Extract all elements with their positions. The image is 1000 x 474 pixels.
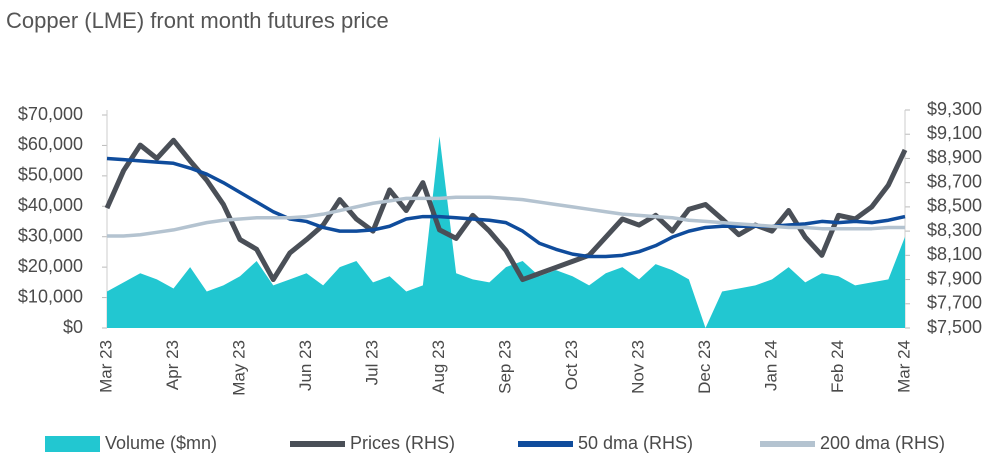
x-tick-label: Oct 23	[562, 340, 581, 390]
y2-tick-label: $8,300	[927, 220, 982, 240]
x-tick-label: Feb 24	[828, 340, 847, 393]
y-tick-label: $50,000	[18, 165, 83, 185]
y2-tick-label: $8,700	[927, 171, 982, 191]
y2-tick-label: $8,500	[927, 196, 982, 216]
y2-tick-label: $7,700	[927, 293, 982, 313]
legend-label: 50 dma (RHS)	[578, 433, 693, 453]
y2-tick-label: $7,500	[927, 317, 982, 337]
y-tick-label: $40,000	[18, 195, 83, 215]
y-tick-label: $10,000	[18, 286, 83, 306]
x-tick-label: Mar 24	[894, 340, 913, 393]
y-tick-label: $20,000	[18, 256, 83, 276]
x-tick-label: Apr 23	[163, 340, 182, 390]
volume-area	[107, 136, 905, 328]
y2-tick-label: $7,900	[927, 268, 982, 288]
legend-swatch	[45, 436, 100, 452]
x-tick-label: Jun 23	[296, 340, 315, 391]
chart-title: Copper (LME) front month futures price	[6, 8, 389, 33]
y2-tick-label: $8,100	[927, 244, 982, 264]
y2-tick-label: $8,900	[927, 147, 982, 167]
x-tick-label: Dec 23	[695, 340, 714, 394]
x-tick-label: Nov 23	[628, 340, 647, 394]
x-tick-label: Jan 24	[761, 340, 780, 391]
y2-tick-label: $9,300	[927, 99, 982, 119]
series-line	[107, 195, 905, 238]
x-tick-label: Mar 23	[96, 340, 115, 393]
y2-tick-label: $9,100	[927, 123, 982, 143]
y-tick-label: $30,000	[18, 225, 83, 245]
x-tick-label: Aug 23	[429, 340, 448, 394]
legend-label: Volume ($mn)	[105, 433, 217, 453]
legend-label: Prices (RHS)	[350, 433, 455, 453]
x-tick-label: Sep 23	[495, 340, 514, 394]
y-tick-label: $70,000	[18, 104, 83, 124]
y-tick-label: $60,000	[18, 134, 83, 154]
x-tick-label: Jul 23	[362, 340, 381, 385]
legend-label: 200 dma (RHS)	[820, 433, 945, 453]
series-line	[104, 137, 908, 283]
x-tick-label: May 23	[229, 340, 248, 396]
y-tick-label: $0	[63, 317, 83, 337]
